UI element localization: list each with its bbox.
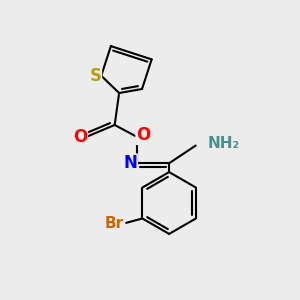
Text: N: N — [123, 154, 137, 172]
Text: NH₂: NH₂ — [208, 136, 240, 151]
Text: Br: Br — [105, 216, 124, 231]
Text: S: S — [89, 67, 101, 85]
Text: O: O — [136, 126, 150, 144]
Text: O: O — [73, 128, 87, 146]
